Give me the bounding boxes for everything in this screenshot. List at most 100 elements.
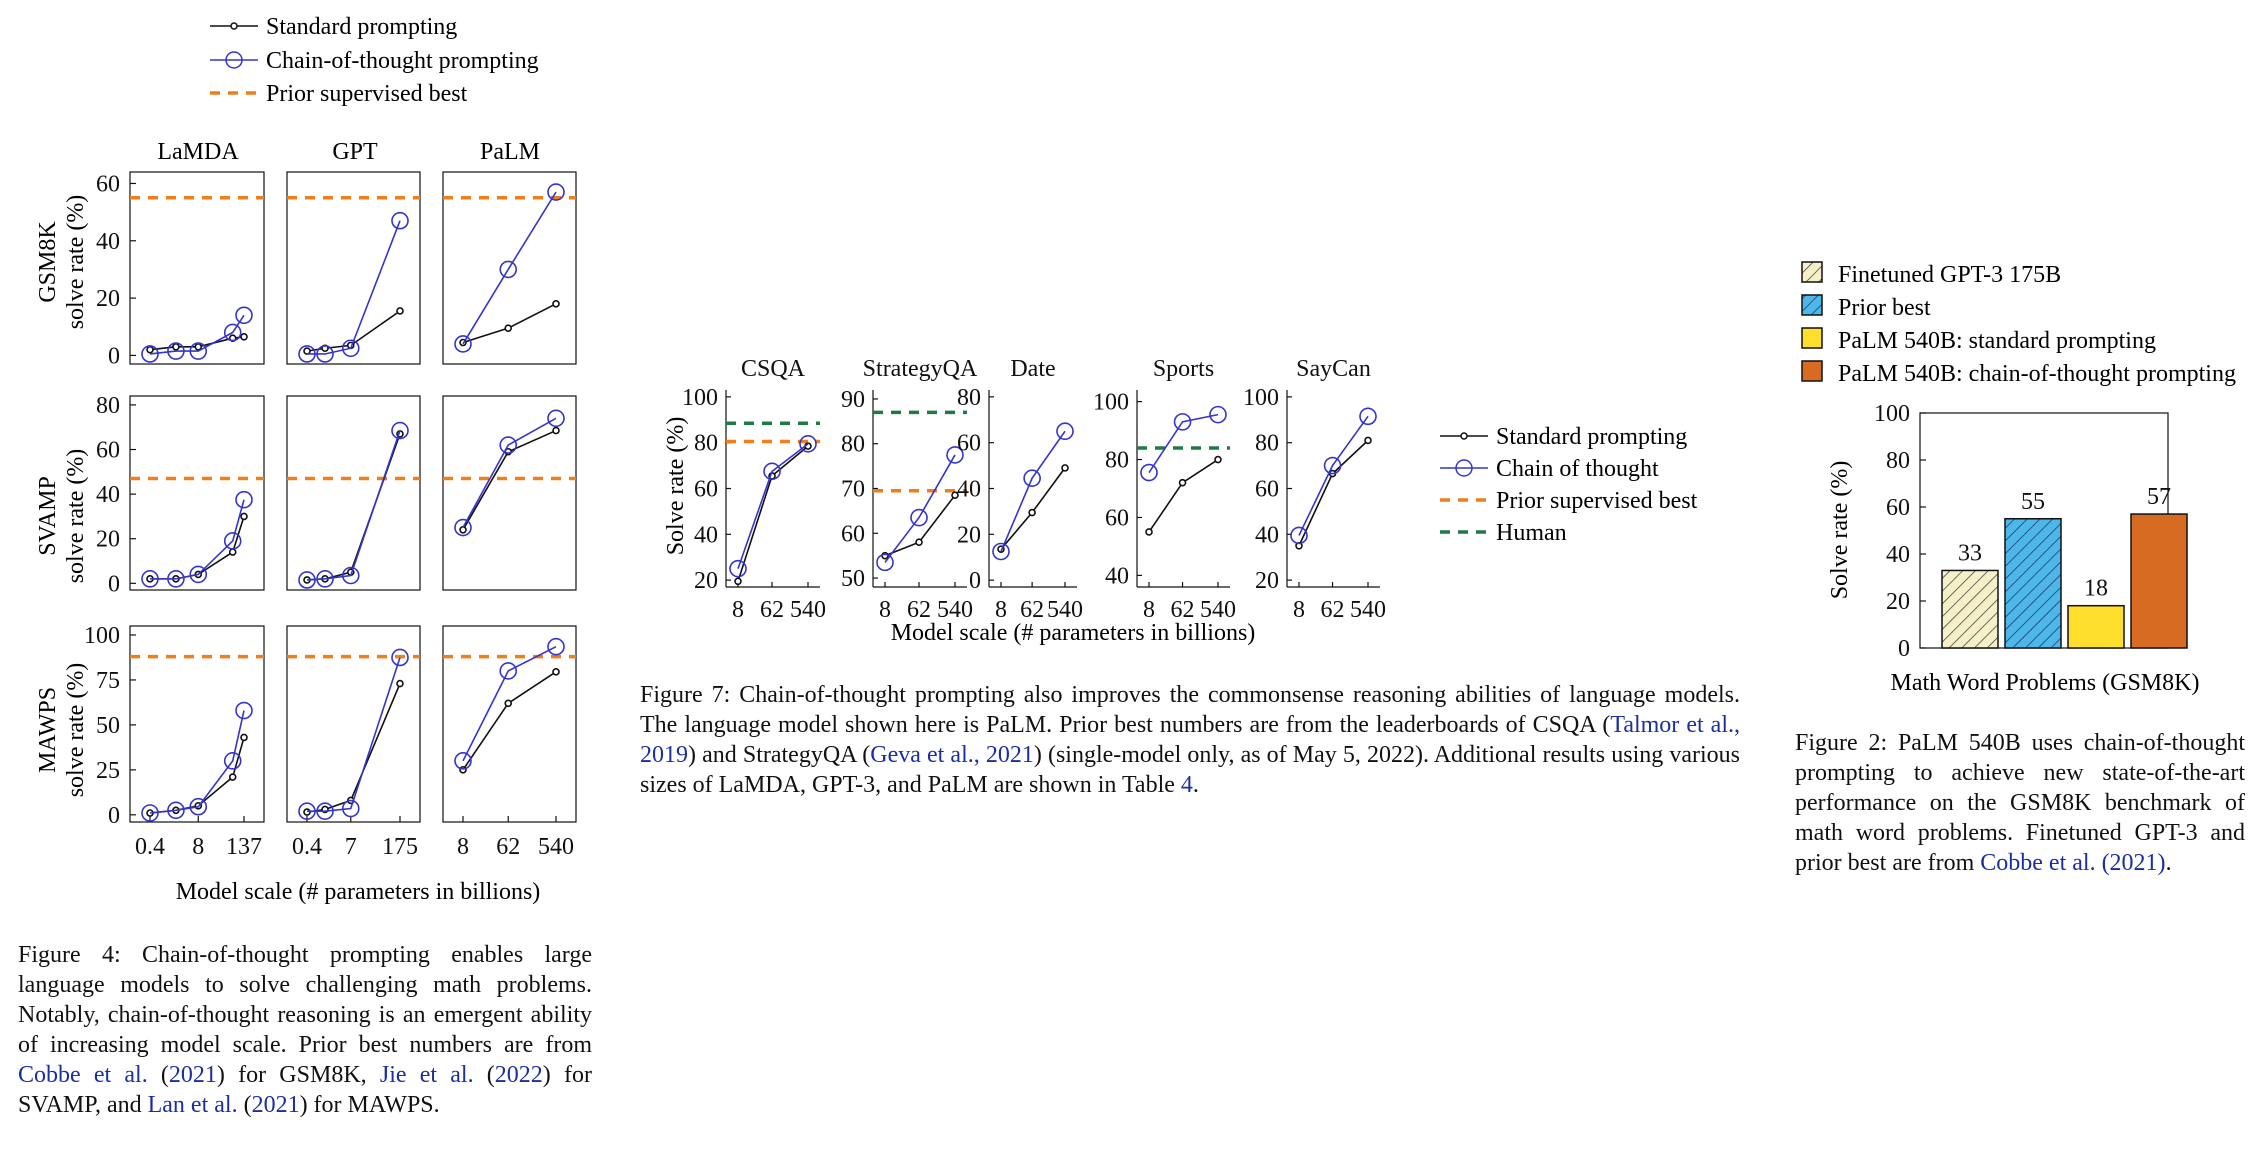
cot-series-point [910, 508, 928, 527]
fig4-col-title-lamda: LaMDA [157, 139, 239, 165]
standard-series-line [1148, 458, 1219, 533]
y-tick-label: 75 [96, 668, 120, 694]
fig4-row-axis-label: solve rate (%) [63, 449, 89, 584]
fig7-legend-human: Human [1496, 520, 1567, 546]
y-tick-label: 70 [841, 477, 865, 503]
cot-series-point [547, 637, 565, 656]
cot-series-line [1148, 413, 1219, 474]
cot-series-point [499, 260, 518, 279]
standard-series-point [240, 512, 248, 521]
standard-series-point [951, 491, 959, 500]
y-tick-label: 20 [694, 568, 718, 594]
y-tick-label: 80 [96, 393, 120, 419]
fig7-xlabel: Model scale (# parameters in billions) [891, 620, 1256, 646]
standard-series-point [1214, 455, 1222, 464]
citation-link[interactable]: Jie et al. [379, 1062, 474, 1088]
standard-series-point [240, 733, 248, 742]
cot-series-point [235, 701, 253, 720]
standard-series-point [1178, 478, 1187, 487]
cot-series-point [141, 804, 159, 822]
citation-link[interactable]: Talmor et al., 2019 [640, 712, 1741, 768]
x-tick-label: 540 [1200, 597, 1236, 623]
cot-series-point [316, 570, 334, 588]
fig4-col-title-palm: PaLM [480, 139, 540, 165]
standard-series-point [552, 668, 560, 676]
y-tick-label: 60 [1886, 495, 1910, 521]
cot-series-line [307, 657, 401, 813]
fig4-panel-gsm8k-lamda: 0 20 40 60 [96, 171, 265, 369]
y-tick-label: 100 [1093, 390, 1129, 416]
standard-series-point [881, 551, 889, 560]
cot-series-point [391, 421, 409, 440]
fig2-bar-chart: 0 20 40 60 80 100 33 55 18 57 [1874, 401, 2188, 662]
x-tick-label: 8 [995, 597, 1007, 623]
bar-value-label: 55 [2021, 489, 2045, 515]
standard-series-line [306, 433, 401, 581]
citation-link[interactable]: 2021 [251, 1092, 300, 1118]
y-tick-label: 20 [1255, 568, 1279, 594]
y-tick-label: 0 [108, 571, 120, 597]
citation-link[interactable]: 2021 [168, 1062, 217, 1088]
fig4-panel-mawps-lamda: 0 25 50 75 100 0.4 8 137 [84, 623, 265, 860]
x-tick-label: 8 [457, 834, 469, 860]
fig4-row-axis-label: solve rate (%) [63, 195, 89, 330]
cot-series-point [341, 566, 360, 585]
x-tick-label: 8 [879, 597, 891, 623]
x-tick-label: 540 [538, 834, 574, 860]
y-tick-label: 60 [96, 438, 120, 464]
citation-link[interactable]: Geva et al., 2021 [870, 742, 1034, 768]
plot-frame [286, 171, 421, 365]
cot-series-point [547, 183, 565, 201]
citation-link[interactable]: Lan et al. [147, 1092, 238, 1118]
fig4-panel-gsm8k-gpt [286, 171, 421, 365]
standard-series-line [737, 445, 809, 582]
cot-series-point [499, 662, 518, 680]
fig7-panel-date: Date 0 20 40 60 80 8 62 540 [957, 356, 1083, 623]
cot-series-line [149, 710, 245, 814]
fig4-row-label-svamp: SVAMP [35, 476, 61, 556]
table-link[interactable]: 4 [1180, 772, 1193, 798]
cot-series-line [306, 430, 401, 581]
cot-series-point [298, 802, 316, 821]
cot-series-point [189, 565, 208, 584]
y-tick-label: 20 [1886, 589, 1910, 615]
cot-series-point [799, 435, 817, 453]
standard-series-line [1298, 439, 1369, 547]
fig4-legend-cot: Chain-of-thought prompting [266, 48, 539, 74]
plot-frame [129, 395, 265, 591]
standard-series-point [303, 808, 311, 816]
cot-series-line [462, 645, 557, 762]
citation-link[interactable]: 2022 [494, 1062, 543, 1088]
cot-series-point [454, 752, 472, 770]
cot-series-point [167, 801, 185, 820]
y-tick-label: 50 [841, 566, 865, 592]
cot-series-point [763, 462, 781, 481]
standard-series-line [306, 310, 401, 352]
citation-link[interactable]: Cobbe et al. (2021) [1980, 850, 2166, 876]
cot-series-point [223, 752, 242, 770]
cot-series-point [547, 409, 565, 428]
y-tick-label: 100 [84, 623, 120, 649]
standard-series-point [194, 343, 203, 351]
y-tick-label: 0 [108, 803, 120, 829]
fig7-caption: Figure 7: Chain-of-thought prompting als… [640, 682, 1741, 798]
cot-series-point [235, 490, 253, 509]
cot-series-point [141, 345, 159, 363]
x-tick-label: 137 [226, 834, 262, 860]
standard-series-point [172, 343, 180, 351]
x-tick-label: 62 [1020, 597, 1044, 623]
standard-series-point [915, 538, 923, 547]
fig4-panel-grid: 0 20 40 60 0 20 40 60 80 0 25 50 75 100 0.4 8 137 0.4 7 175… [84, 171, 577, 860]
fig2-legend: Finetuned GPT-3 175B Prior best PaLM 540… [1801, 261, 2236, 387]
citation-link[interactable]: Cobbe et al. [18, 1062, 148, 1088]
x-tick-label: 175 [382, 834, 418, 860]
fig4-caption: Figure 4: Chain-of-thought prompting ena… [18, 942, 592, 1118]
cot-series-point [298, 345, 316, 363]
fig2-legend-cot: PaLM 540B: chain-of-thought prompting [1838, 361, 2236, 387]
fig4-col-title-gpt: GPT [332, 139, 378, 165]
x-tick-label: 540 [790, 597, 826, 623]
cot-series-point [1140, 463, 1158, 482]
y-tick-label: 60 [694, 477, 718, 503]
cot-series-point [946, 446, 964, 464]
y-tick-label: 50 [96, 713, 120, 739]
